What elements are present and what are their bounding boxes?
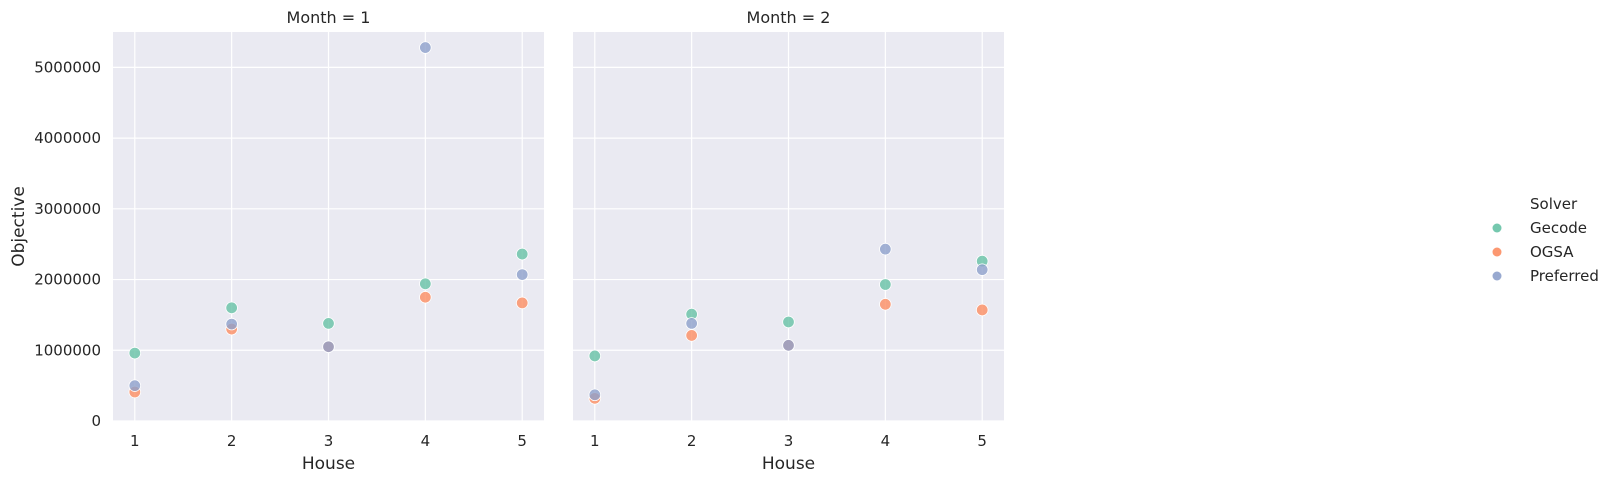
x-tick-label: 4	[421, 432, 431, 450]
panel-1: Month = 1 1 2 3 4 5 House	[113, 8, 544, 474]
point-preferred-house-3	[322, 340, 335, 353]
point-gecode-house-4	[419, 277, 432, 290]
point-ogsa-house-4	[879, 298, 892, 311]
legend-marker-preferred	[1492, 271, 1502, 281]
y-tick-label: 5000000	[34, 58, 101, 76]
point-ogsa-house-5	[976, 303, 989, 317]
y-tick-label: 4000000	[34, 129, 101, 147]
x-tick-label: 5	[977, 432, 987, 450]
x-tick-label: 4	[881, 432, 891, 450]
point-ogsa-house-2	[685, 329, 698, 342]
y-tick-label: 3000000	[34, 200, 101, 218]
point-preferred-house-3	[782, 339, 795, 352]
legend-label-preferred: Preferred	[1530, 267, 1599, 285]
x-tick-label: 2	[687, 432, 697, 450]
y-tick-label: 2000000	[34, 271, 101, 289]
x-tick-label: 3	[784, 432, 794, 450]
point-gecode-house-2	[225, 301, 238, 315]
point-preferred-house-1	[588, 388, 601, 402]
x-tick-label: 2	[227, 432, 237, 450]
x-tick-label: 1	[130, 432, 140, 450]
point-ogsa-house-4	[419, 291, 432, 304]
panels-layer: Month = 1 1 2 3 4 5 House Month = 2 1 2 3 4 5 House	[113, 8, 1004, 474]
panel-title: Month = 1	[287, 8, 371, 27]
axis-layer: 0 1000000 2000000 3000000 4000000 5000000 Obje…	[9, 58, 101, 430]
point-preferred-house-2	[685, 317, 698, 330]
point-gecode-house-5	[516, 247, 529, 261]
point-preferred-house-4	[419, 41, 432, 54]
legend-label-gecode: Gecode	[1530, 219, 1587, 237]
legend-marker-ogsa	[1492, 247, 1502, 257]
point-preferred-house-5	[976, 263, 989, 276]
panel-2: Month = 2 1 2 3 4 5 House	[573, 8, 1004, 474]
y-tick-label: 0	[91, 412, 101, 430]
point-gecode-house-1	[128, 346, 141, 360]
x-tick-label: 3	[324, 432, 334, 450]
x-tick-label: 1	[590, 432, 600, 450]
point-preferred-house-2	[225, 317, 238, 331]
point-preferred-house-5	[516, 268, 529, 281]
point-gecode-house-1	[588, 349, 601, 363]
x-axis-title: House	[302, 454, 355, 474]
legend-title: Solver	[1530, 195, 1578, 213]
point-ogsa-house-5	[516, 296, 529, 310]
x-tick-label: 5	[517, 432, 527, 450]
point-gecode-house-4	[879, 278, 892, 291]
legend: Solver Gecode OGSA Preferred	[1492, 195, 1599, 285]
panel-title: Month = 2	[747, 8, 831, 27]
legend-marker-gecode	[1492, 223, 1502, 233]
legend-label-ogsa: OGSA	[1530, 243, 1574, 261]
point-preferred-house-1	[128, 379, 141, 392]
point-preferred-house-4	[879, 242, 892, 256]
y-axis-title: Objective	[9, 186, 29, 267]
point-gecode-house-3	[322, 317, 335, 330]
point-gecode-house-3	[782, 315, 795, 329]
x-axis-title: House	[762, 454, 815, 474]
y-tick-label: 1000000	[34, 341, 101, 359]
